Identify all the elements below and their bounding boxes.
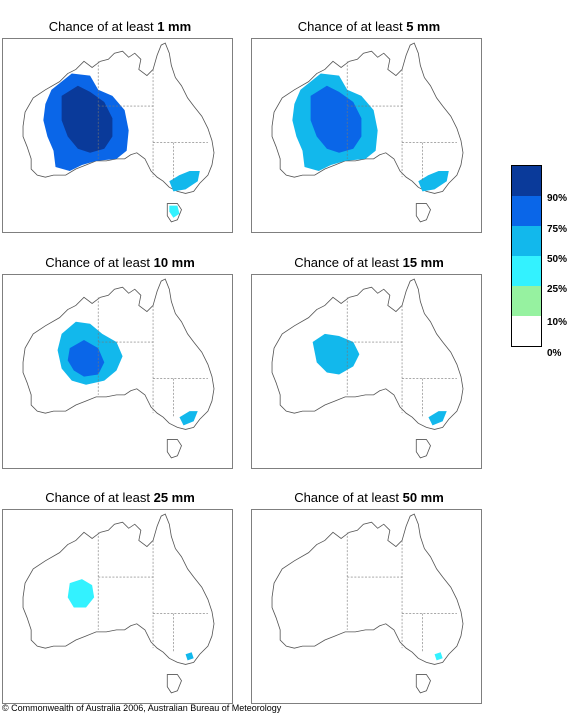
rain-probability-region <box>185 652 194 661</box>
panel-title: Chance of at least 1 mm <box>48 19 192 34</box>
copyright-notice: © Commonwealth of Australia 2006, Austra… <box>2 703 282 713</box>
rain-probability-region <box>179 411 198 426</box>
legend-label-0: 0% <box>547 348 562 359</box>
rain-probability-region <box>418 171 449 192</box>
map-svg <box>271 42 464 223</box>
coastline <box>271 278 464 430</box>
legend-swatch-75 <box>511 196 542 226</box>
rain-probability-region <box>428 411 447 426</box>
legend-label-75: 75% <box>547 224 568 235</box>
rain-probability-region <box>312 333 360 375</box>
tasmania-coastline <box>166 674 182 694</box>
map-svg <box>271 513 464 694</box>
australia-map <box>251 509 482 704</box>
legend-swatch-50 <box>511 226 542 256</box>
legend-swatch-10 <box>511 286 542 316</box>
legend-swatch-90 <box>511 165 542 196</box>
panel-title: Chance of at least 15 mm <box>294 255 444 270</box>
tasmania-coastline <box>415 674 431 694</box>
panel-title: Chance of at least 25 mm <box>45 490 195 505</box>
panel-title: Chance of at least 50 mm <box>294 490 444 505</box>
rain-probability-region <box>61 85 113 153</box>
rain-probability-region <box>169 171 200 192</box>
legend-label-50: 50% <box>547 254 568 265</box>
rain-probability-region <box>434 652 443 661</box>
rain-probability-region <box>310 85 362 153</box>
australia-map <box>2 38 233 233</box>
coastline <box>22 513 215 665</box>
tasmania-coastline <box>415 203 431 223</box>
legend-label-90: 90% <box>547 193 568 204</box>
tasmania-coastline <box>166 439 182 459</box>
panel-title: Chance of at least 5 mm <box>297 19 441 34</box>
panel-title: Chance of at least 10 mm <box>45 255 195 270</box>
legend-label-25: 25% <box>547 284 568 295</box>
rain-probability-region <box>67 340 105 377</box>
legend-label-10: 10% <box>547 317 568 328</box>
coastline <box>271 513 464 665</box>
legend-swatch-25 <box>511 256 542 286</box>
australia-map <box>251 38 482 233</box>
australia-map <box>2 274 233 469</box>
rain-probability-region <box>169 205 180 218</box>
map-svg <box>22 513 215 694</box>
map-svg <box>22 42 215 223</box>
australia-map <box>2 509 233 704</box>
tasmania-coastline <box>415 439 431 459</box>
legend-swatch-0 <box>511 316 542 347</box>
map-svg <box>271 278 464 459</box>
map-svg <box>22 278 215 459</box>
rain-probability-region <box>67 579 95 608</box>
australia-map <box>251 274 482 469</box>
